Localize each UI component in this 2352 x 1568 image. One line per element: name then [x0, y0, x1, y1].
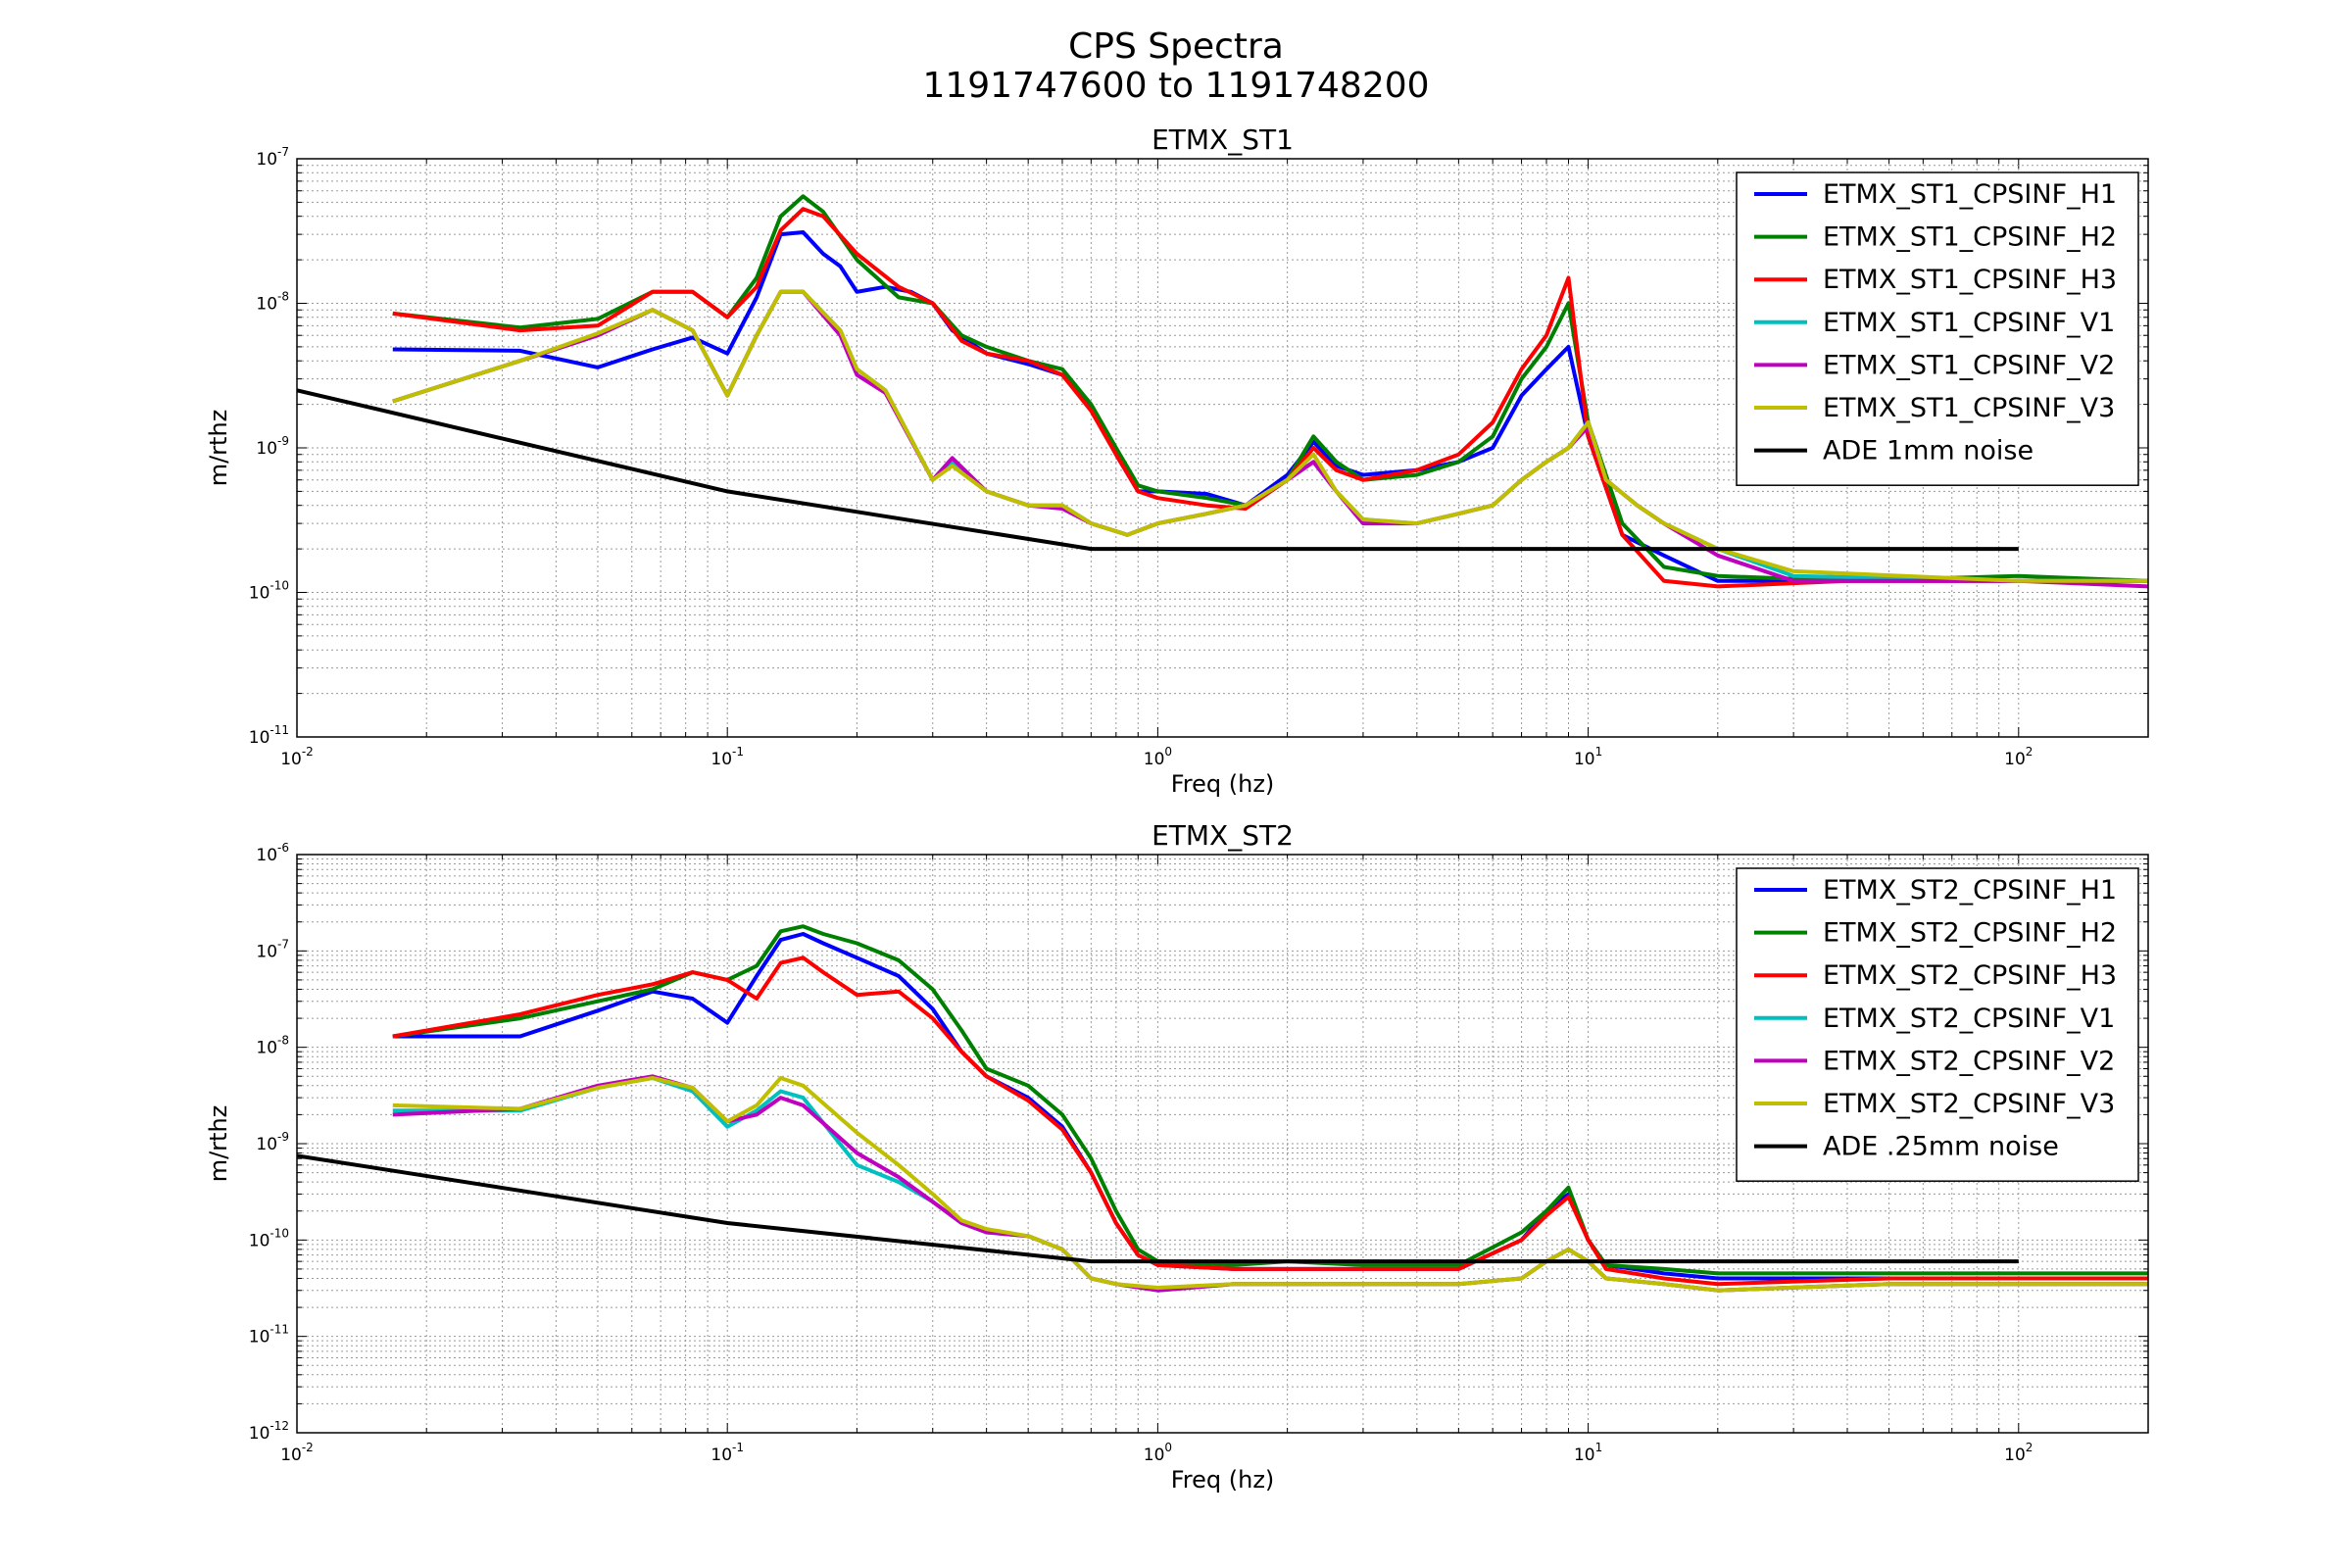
legend-box — [1736, 867, 2139, 1182]
y-tick-label: 10-7 — [256, 937, 289, 961]
x-tick-label: 102 — [2004, 1441, 2033, 1465]
x-tick-label: 101 — [1574, 745, 1602, 769]
y-tick-label: 10-11 — [249, 723, 289, 748]
series-line-etmx-st2-cpsinf-v1 — [392, 1076, 2148, 1293]
series-line-etmx-st1-cpsinf-h1 — [392, 230, 2148, 583]
legend-label: ETMX_ST2_CPSINF_V3 — [1823, 1089, 2115, 1119]
grid — [296, 854, 2149, 1434]
series-group — [297, 924, 2148, 1293]
legend-label: ADE 1mm noise — [1823, 436, 2034, 466]
y-tick-label: 10-10 — [249, 579, 289, 604]
series-line-etmx-st2-cpsinf-h2 — [392, 924, 2148, 1276]
y-axis-label: m/rthz — [205, 410, 232, 487]
x-axis-label: Freq (hz) — [1171, 1466, 1275, 1494]
x-tick-label: 100 — [1144, 1441, 1172, 1465]
chart-title: ETMX_ST1 — [1152, 123, 1294, 156]
y-tick-label: 10-8 — [256, 1034, 289, 1058]
y-tick-label: 10-12 — [249, 1419, 289, 1444]
y-tick-label: 10-10 — [249, 1226, 289, 1250]
legend-label: ETMX_ST2_CPSINF_H2 — [1823, 918, 2117, 949]
x-tick-label: 101 — [1574, 1441, 1602, 1465]
series-line-etmx-st2-cpsinf-h3 — [392, 956, 2148, 1287]
x-tick-label: 10-1 — [710, 1441, 744, 1465]
legend-label: ETMX_ST1_CPSINF_H2 — [1823, 222, 2117, 253]
chart-1: 10-2 10-1 100 101 102 10-12 10-11 10-10 10-9 10-8… — [205, 819, 2149, 1494]
y-tick-label: 10-6 — [256, 841, 289, 865]
y-axis-label: m/rthz — [205, 1105, 232, 1183]
series-line-etmx-st1-cpsinf-v3 — [392, 289, 2148, 583]
legend-box — [1736, 172, 2139, 486]
legend-label: ETMX_ST1_CPSINF_V3 — [1823, 393, 2115, 423]
x-tick-label: 102 — [2004, 745, 2033, 769]
legend-label: ETMX_ST2_CPSINF_V1 — [1823, 1004, 2115, 1034]
series-line-etmx-st2-cpsinf-v3 — [392, 1076, 2148, 1293]
legend-label: ETMX_ST2_CPSINF_H3 — [1823, 960, 2117, 991]
figure-title: CPS Spectra — [1068, 26, 1284, 67]
chart-title: ETMX_ST2 — [1152, 819, 1294, 852]
legend-label: ADE .25mm noise — [1823, 1132, 2059, 1162]
y-tick-label: 10-11 — [249, 1323, 289, 1348]
series-line-etmx-st1-cpsinf-h3 — [392, 207, 2148, 589]
legend-label: ETMX_ST2_CPSINF_V2 — [1823, 1046, 2115, 1076]
x-axis-label: Freq (hz) — [1171, 770, 1275, 798]
series-line-etmx-st1-cpsinf-v2 — [392, 289, 2148, 589]
series-line-ade-1mm-noise — [297, 388, 2019, 552]
axes-frame — [296, 158, 2149, 738]
series-line-etmx-st1-cpsinf-v1 — [392, 289, 2148, 583]
series-line-etmx-st2-cpsinf-h1 — [392, 932, 2148, 1281]
grid — [296, 158, 2149, 738]
legend-label: ETMX_ST1_CPSINF_V1 — [1823, 308, 2115, 338]
axes-frame — [296, 854, 2149, 1434]
legend-label: ETMX_ST1_CPSINF_V2 — [1823, 350, 2115, 380]
legend: ETMX_ST1_CPSINF_H1 ETMX_ST1_CPSINF_H2 ETMX… — [1736, 172, 2139, 486]
y-tick-label: 10-9 — [256, 434, 289, 459]
series-line-etmx-st2-cpsinf-v2 — [392, 1074, 2148, 1293]
x-tick-label: 100 — [1144, 745, 1172, 769]
legend-label: ETMX_ST1_CPSINF_H1 — [1823, 179, 2117, 210]
legend-label: ETMX_ST2_CPSINF_H1 — [1823, 875, 2117, 906]
series-line-ade-25mm-noise — [297, 1153, 2019, 1264]
legend: ETMX_ST2_CPSINF_H1 ETMX_ST2_CPSINF_H2 ETMX… — [1736, 867, 2139, 1182]
y-tick-label: 10-8 — [256, 290, 289, 315]
x-tick-label: 10-2 — [280, 745, 314, 769]
legend-label: ETMX_ST1_CPSINF_H3 — [1823, 265, 2117, 295]
series-group — [297, 194, 2148, 589]
y-tick-label: 10-7 — [256, 145, 289, 170]
chart-0: 10-2 10-1 100 101 102 10-11 10-10 10-9 10-8 10-7 E… — [205, 123, 2149, 798]
figure-subtitle: 1191747600 to 1191748200 — [922, 66, 1430, 106]
x-tick-label: 10-1 — [710, 745, 744, 769]
y-tick-label: 10-9 — [256, 1130, 289, 1154]
x-tick-label: 10-2 — [280, 1441, 314, 1465]
series-line-etmx-st1-cpsinf-h2 — [392, 194, 2148, 583]
